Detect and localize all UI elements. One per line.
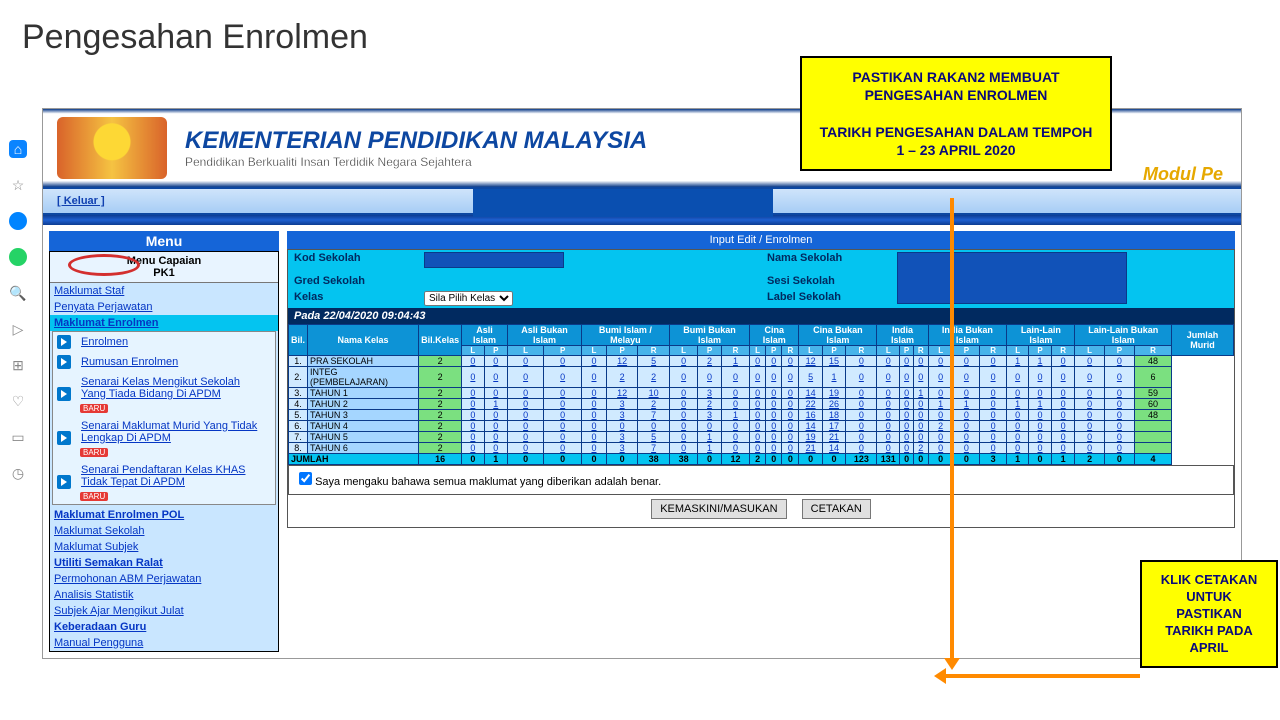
menu-manual-pengguna[interactable]: Manual Pengguna [50,635,278,651]
menu-header: Menu [49,231,279,251]
update-button[interactable]: KEMASKINI/MASUKAN [651,499,786,519]
lbl-kelas: Kelas [288,289,418,308]
form-area: Kod Sekolah Gred Sekolah Kelas Sila Pilih… [288,250,1234,324]
menu-maklumat-subjek[interactable]: Maklumat Subjek [50,539,278,555]
callout-instruction-2: KLIK CETAKAN UNTUK PASTIKAN TARIKH PADA … [1140,560,1278,668]
box-icon[interactable]: ▭ [9,428,27,446]
submenu-senarai-khas[interactable]: Senarai Pendaftaran Kelas KHAS Tidak Tep… [77,462,271,490]
send-icon[interactable]: ▷ [9,320,27,338]
fld-nama [897,252,1127,304]
print-button[interactable]: CETAKAN [802,499,871,519]
topbar: [ Keluar ] [43,187,1241,215]
menu-analisis-statistik[interactable]: Analisis Statistik [50,587,278,603]
data-table: Bil.Nama KelasBil.KelasAsli IslamAsli Bu… [288,324,1234,465]
callout-instruction-1: PASTIKAN RAKAN2 MEMBUAT PENGESAHAN ENROL… [800,56,1112,171]
banner-title: KEMENTERIAN PENDIDIKAN MALAYSIA [185,127,647,155]
submenu-senarai-kelas[interactable]: Senarai Kelas Mengikut Sekolah Yang Tiad… [77,374,271,402]
arrow-icon [57,387,71,401]
banner-subtitle: Pendidikan Berkualiti Insan Terdidik Neg… [185,155,647,169]
menu-maklumat-sekolah[interactable]: Maklumat Sekolah [50,523,278,539]
submenu-enrolmen[interactable]: Enrolmen [77,334,132,350]
badge-baru: BARU [80,404,108,413]
arrow-icon [57,475,71,489]
menu-keberadaan-guru[interactable]: Keberadaan Guru [50,619,278,635]
arrow-icon [57,431,71,445]
panel-title: Input Edit / Enrolmen [287,231,1235,249]
star-icon[interactable]: ☆ [9,176,27,194]
arrow-orange-left [944,674,1140,678]
timestamp: Pada 22/04/2020 09:04:43 [288,308,1234,324]
arrow-icon [57,355,71,369]
badge-baru: BARU [80,448,108,457]
menu-sub-enrolmen: Enrolmen Rumusan Enrolmen Senarai Kelas … [52,331,276,505]
arrow-orange-down [950,198,954,660]
module-label: Modul Pe [1143,164,1223,185]
crest-logo [57,117,167,179]
browser-toolbar: ⌂ ☆ 🔍 ▷ ⊞ ♡ ▭ ◷ [0,140,36,482]
lbl-kod: Kod Sekolah [288,250,418,273]
app-frame: KEMENTERIAN PENDIDIKAN MALAYSIA Pendidik… [42,108,1242,659]
fld-kod [424,252,564,268]
menu-caption: Menu CapaianPK1 [50,252,278,283]
main-panel: Input Edit / Enrolmen Kod Sekolah Gred S… [287,231,1235,652]
lbl-gred: Gred Sekolah [288,273,418,289]
arrow-icon [57,335,71,349]
topbar-redacted [473,189,773,217]
logout-link[interactable]: [ Keluar ] [57,195,105,207]
menu-penyata-perjawatan[interactable]: Penyata Perjawatan [50,299,278,315]
apps-icon[interactable]: ⊞ [9,356,27,374]
confirm-checkbox[interactable] [299,472,312,485]
home-icon[interactable]: ⌂ [9,140,27,158]
confirm-text: Saya mengaku bahawa semua maklumat yang … [315,476,661,488]
menu-maklumat-staf[interactable]: Maklumat Staf [50,283,278,299]
heart-icon[interactable]: ♡ [9,392,27,410]
menu-permohonan-abm[interactable]: Permohonan ABM Perjawatan [50,571,278,587]
search-icon[interactable]: 🔍 [9,284,27,302]
submenu-senarai-murid[interactable]: Senarai Maklumat Murid Yang Tidak Lengka… [77,418,271,446]
clock-icon[interactable]: ◷ [9,464,27,482]
menu-group-enrolmen[interactable]: Maklumat Enrolmen [50,315,278,331]
submenu-rumusan[interactable]: Rumusan Enrolmen [77,354,182,370]
menu-enrolmen-pol[interactable]: Maklumat Enrolmen POL [50,507,278,523]
whatsapp-icon[interactable] [9,248,27,266]
select-kelas[interactable]: Sila Pilih Kelas [424,291,513,306]
menu-utiliti-ralat[interactable]: Utiliti Semakan Ralat [50,555,278,571]
messenger-icon[interactable] [9,212,27,230]
menu-subjek-ajar[interactable]: Subjek Ajar Mengikut Julat [50,603,278,619]
confirm-row: Saya mengaku bahawa semua maklumat yang … [288,465,1234,495]
lbl-label: Label Sekolah [761,289,891,305]
badge-baru: BARU [80,492,108,501]
lbl-sesi: Sesi Sekolah [761,273,891,289]
sidebar-menu: Menu Menu CapaianPK1 Maklumat Staf Penya… [49,231,279,652]
